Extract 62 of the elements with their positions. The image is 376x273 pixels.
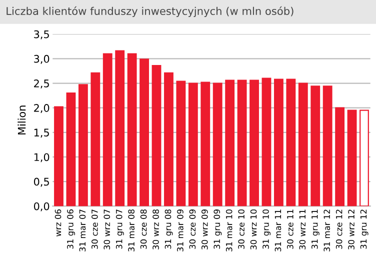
x-tick-label: 31 mar 11 — [274, 210, 282, 252]
bar — [237, 80, 247, 206]
bar — [310, 86, 320, 206]
y-tick-label: 2,5 — [34, 79, 49, 88]
y-tick-label: 0,0 — [34, 202, 50, 212]
x-tick-label: 30 cze 08 — [140, 209, 147, 249]
bar — [66, 92, 76, 206]
y-tick-label: 1,0 — [34, 153, 50, 162]
bar — [54, 106, 64, 206]
bar — [152, 65, 162, 206]
x-tick-label: 30 cze 12 — [336, 210, 342, 249]
bar — [176, 80, 186, 206]
x-tick-label: 30 cze 09 — [189, 209, 196, 249]
bar — [90, 72, 100, 206]
x-tick-label: 30 cze 07 — [92, 210, 98, 249]
x-tick-label: 31 mar 09 — [177, 209, 184, 252]
chart-title: Liczba klientów funduszy inwestycyjnych (w mln osób) — [6, 6, 294, 18]
bar — [78, 84, 88, 206]
bar — [347, 110, 357, 206]
x-tick-label: 30 wrz 11 — [299, 210, 306, 250]
bar — [335, 107, 345, 206]
x-tick-label: 31 gru 12 — [360, 210, 368, 249]
x-tick-label: 30 wrz 07 — [104, 210, 110, 250]
bar — [164, 72, 174, 206]
y-tick-label: 3,5 — [34, 30, 49, 40]
x-tick-label: 31 mar 07 — [79, 210, 86, 252]
bar — [360, 110, 369, 206]
x-tick-label: 31 mar 08 — [128, 209, 134, 252]
y-tick-label: 2,0 — [34, 104, 50, 114]
bar — [225, 80, 235, 206]
bar — [322, 86, 332, 206]
x-tick-label: wrz 06 — [54, 209, 62, 236]
bar — [127, 53, 137, 206]
x-tick-label: 30 wrz 10 — [250, 209, 257, 250]
bar — [262, 78, 272, 206]
bar — [298, 82, 308, 206]
y-tick-label: 1,5 — [34, 128, 49, 138]
bar — [188, 82, 198, 206]
y-tick-label: 3,0 — [34, 54, 50, 64]
x-tick-label: 30 cze 11 — [287, 210, 294, 249]
x-tick-label: 31 gru 10 — [262, 209, 271, 249]
y-axis-title: Milion — [18, 106, 26, 134]
x-tick-label: 31 mar 10 — [226, 209, 232, 252]
bar — [286, 78, 296, 206]
x-tick-label: 31 gru 06 — [67, 209, 76, 249]
x-tick-label: 31 gru 11 — [311, 210, 320, 249]
bar — [212, 82, 222, 206]
x-tick-label: 30 wrz 12 — [348, 210, 354, 250]
x-tick-label: 30 wrz 09 — [202, 209, 208, 250]
bar — [250, 80, 259, 206]
x-tick-label: 30 wrz 08 — [152, 209, 159, 250]
bar — [102, 53, 112, 206]
bar — [115, 50, 125, 206]
x-tick-label: 31 mar 12 — [324, 210, 330, 252]
bar — [140, 58, 149, 206]
y-tick-label: 0,5 — [34, 178, 49, 187]
bar — [274, 78, 284, 206]
x-tick-label: 30 cze 10 — [238, 209, 244, 249]
x-tick-label: 31 gru 08 — [164, 209, 173, 249]
x-tick-label: 31 gru 07 — [116, 210, 124, 249]
bar — [200, 82, 210, 206]
x-tick-label: 31 gru 09 — [214, 209, 222, 249]
